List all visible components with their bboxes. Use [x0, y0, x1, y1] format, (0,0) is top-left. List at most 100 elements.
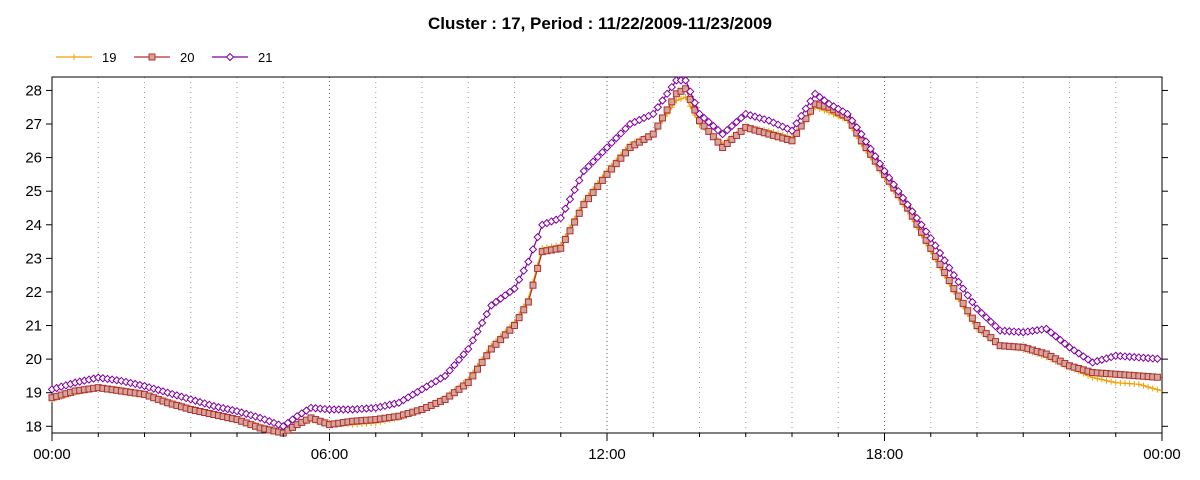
series-layer	[47, 76, 1163, 437]
data-point	[602, 143, 612, 152]
data-point	[963, 291, 972, 300]
series-20	[48, 85, 1163, 437]
data-point	[487, 301, 496, 310]
data-point	[1074, 349, 1083, 358]
data-point	[496, 294, 505, 303]
data-point	[622, 149, 629, 157]
data-point	[940, 256, 949, 265]
data-point	[737, 127, 745, 135]
data-point	[667, 82, 676, 92]
data-point	[181, 393, 191, 403]
data-point	[464, 379, 472, 387]
data-point	[884, 173, 894, 182]
y-tick-label: 19	[25, 385, 42, 402]
plot-frame	[51, 76, 1163, 434]
data-point	[964, 307, 972, 315]
data-point	[571, 218, 579, 226]
data-point	[658, 96, 667, 105]
data-point	[992, 338, 999, 346]
legend-label: 20	[180, 50, 194, 65]
y-tick-label: 24	[25, 217, 42, 234]
data-point	[482, 309, 491, 319]
data-point	[561, 236, 569, 244]
data-point	[847, 116, 857, 125]
data-point	[733, 131, 740, 139]
data-point	[755, 113, 764, 123]
data-point	[931, 252, 939, 260]
data-point	[982, 330, 990, 338]
data-point	[810, 89, 820, 98]
data-point	[593, 152, 602, 162]
y-tick-label: 20	[25, 351, 42, 368]
data-point	[941, 268, 949, 276]
data-point	[534, 264, 542, 272]
data-point	[440, 371, 450, 381]
data-point	[982, 313, 991, 322]
data-point	[510, 284, 519, 293]
data-point	[972, 304, 982, 313]
data-point	[713, 125, 723, 135]
y-tick-label: 21	[25, 318, 42, 335]
data-point	[148, 53, 156, 61]
data-point	[505, 287, 515, 297]
data-point	[797, 122, 805, 130]
data-point	[709, 133, 717, 141]
data-point	[195, 397, 205, 407]
data-point	[158, 387, 168, 396]
data-point	[649, 109, 658, 119]
chart-title: Cluster : 17, Period : 11/22/2009-11/23/…	[428, 14, 772, 33]
data-point	[959, 299, 967, 307]
data-point	[700, 122, 708, 130]
data-point	[898, 193, 908, 203]
data-point	[588, 157, 598, 166]
data-point	[977, 308, 986, 318]
data-point	[616, 129, 626, 138]
data-point	[1145, 383, 1152, 390]
y-tick-label: 25	[25, 183, 42, 200]
data-point	[288, 415, 297, 424]
data-point	[935, 248, 945, 258]
data-point	[528, 245, 538, 254]
data-point	[936, 260, 944, 268]
data-point	[205, 400, 214, 409]
y-tick-label: 28	[25, 82, 42, 99]
data-point	[834, 104, 843, 114]
data-point	[908, 207, 917, 216]
data-point	[1154, 386, 1161, 393]
y-tick-label: 27	[25, 116, 42, 133]
data-point	[802, 115, 810, 123]
data-point	[1149, 385, 1156, 392]
data-point	[524, 298, 532, 306]
data-point	[473, 327, 482, 336]
data-point	[454, 355, 464, 364]
data-point	[728, 135, 736, 143]
data-point	[565, 195, 575, 204]
data-point	[843, 109, 852, 119]
data-point	[492, 340, 500, 348]
data-point	[608, 165, 616, 173]
data-point	[788, 137, 796, 145]
y-tick-label: 26	[25, 150, 42, 167]
data-point	[172, 391, 182, 400]
data-point	[719, 144, 727, 152]
data-point	[598, 176, 606, 184]
data-point	[681, 76, 690, 85]
data-point	[468, 336, 478, 345]
data-point	[1098, 376, 1105, 383]
data-point	[705, 127, 713, 135]
data-point	[861, 137, 871, 146]
data-point	[515, 314, 523, 322]
data-point	[663, 106, 671, 114]
data-point	[168, 389, 177, 399]
axes: 00:00 06:00 12:00 18:00 00:00 18 19 20 21 22 23 24 2…	[25, 82, 1180, 463]
data-point	[621, 124, 630, 133]
data-point	[529, 281, 537, 289]
data-point	[474, 365, 481, 373]
data-point	[274, 420, 283, 429]
data-point	[686, 87, 695, 96]
y-tick-label: 18	[25, 418, 42, 435]
data-point	[1103, 377, 1110, 384]
x-tick-label: 00:00	[33, 446, 71, 463]
data-point	[662, 89, 672, 98]
data-point	[926, 234, 935, 243]
